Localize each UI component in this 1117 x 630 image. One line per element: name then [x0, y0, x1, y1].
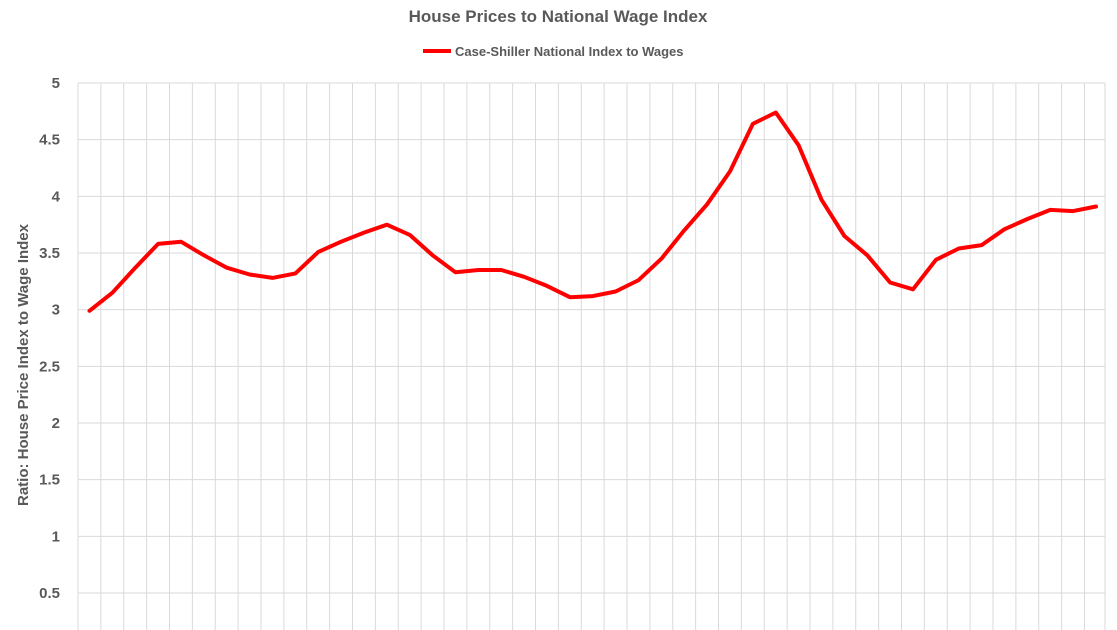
y-tick-label: 3 — [52, 302, 60, 319]
legend-label: Case-Shiller National Index to Wages — [455, 44, 684, 59]
y-tick-label: 4.5 — [39, 132, 60, 149]
y-axis-ticks: 0.5 1 1.5 2 2.5 3 3.5 4 4.5 5 — [39, 75, 61, 602]
chart-title: House Prices to National Wage Index — [409, 7, 708, 26]
y-tick-label: 2 — [52, 415, 60, 432]
y-tick-label: 4 — [52, 188, 61, 205]
y-tick-label: 0.5 — [39, 585, 60, 602]
y-tick-label: 1.5 — [39, 472, 60, 489]
y-axis-label: Ratio: House Price Index to Wage Index — [15, 223, 32, 506]
gridlines — [77, 82, 1106, 630]
series-line — [87, 110, 1098, 313]
y-tick-label: 1 — [52, 528, 60, 545]
y-tick-label: 2.5 — [39, 358, 60, 375]
series-group — [87, 110, 1098, 313]
legend: Case-Shiller National Index to Wages — [423, 44, 684, 59]
y-tick-label: 5 — [52, 75, 60, 92]
y-tick-label: 3.5 — [39, 245, 60, 262]
